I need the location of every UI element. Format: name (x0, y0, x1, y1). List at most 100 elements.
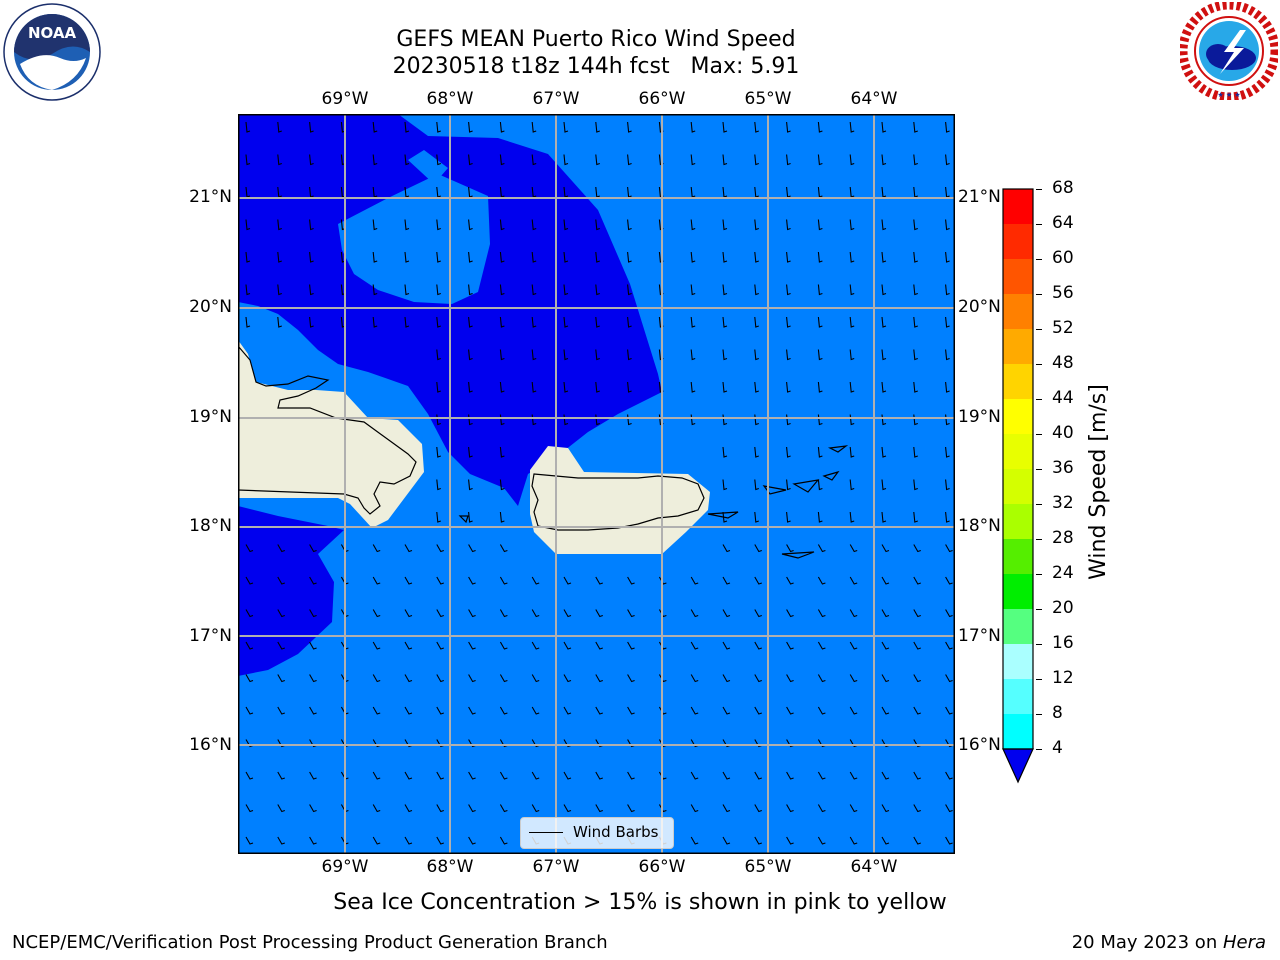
wind-barb (404, 284, 410, 296)
colorbar-tick (1036, 539, 1042, 540)
wind-barb (786, 446, 791, 458)
wind-barb (849, 284, 855, 296)
wind-barb (786, 771, 794, 780)
wind-barb (531, 121, 537, 133)
colorbar-segment (1003, 189, 1033, 225)
wind-barb (754, 641, 762, 650)
wind-barb (690, 706, 699, 715)
wind-barb (245, 674, 254, 683)
wind-barb (563, 219, 569, 231)
wind-barb (404, 219, 410, 231)
wind-barb (754, 446, 759, 458)
wind-barb (436, 771, 444, 780)
wind-barb (786, 251, 791, 263)
wind-barb (404, 121, 410, 133)
wind-barb (913, 154, 918, 166)
wind-barb (531, 284, 537, 296)
wind-barb (881, 836, 890, 845)
wind-barb (881, 316, 887, 328)
wind-barb (404, 154, 410, 166)
wind-barb (595, 804, 603, 813)
wind-barb (563, 381, 569, 393)
wind-barb (499, 609, 508, 618)
wind-barb (277, 316, 282, 328)
wind-barb (754, 316, 759, 328)
wind-barb (913, 121, 918, 133)
wind-barb (309, 544, 317, 553)
colorbar-tick-label: 64 (1052, 213, 1074, 233)
wind-barb (945, 511, 950, 523)
wind-barb (913, 219, 918, 231)
wind-barb (627, 609, 635, 618)
wind-barb (309, 609, 317, 618)
wind-barb (499, 836, 508, 845)
wind-barb (436, 674, 444, 683)
wind-barb (595, 284, 600, 296)
wind-barb (563, 641, 572, 650)
wind-barb (849, 251, 855, 263)
wind-barb (563, 674, 572, 683)
wind-barb (245, 706, 254, 715)
wind-barb (849, 154, 855, 166)
lon-label-top-64w: 64°W (850, 89, 898, 109)
wind-barb (722, 804, 731, 813)
lon-label-top-69w: 69°W (321, 89, 369, 109)
wind-barb (531, 349, 537, 361)
wind-barb (277, 251, 282, 263)
wind-barb (436, 121, 441, 133)
wind-barb (499, 771, 508, 780)
wind-barb (531, 804, 540, 813)
wind-barb (277, 544, 285, 553)
wind-barb (945, 284, 950, 296)
wind-barb (436, 706, 444, 715)
wind-barb (945, 674, 953, 683)
wind-barb (786, 641, 794, 650)
wind-barb (468, 121, 473, 133)
wind-barb (563, 609, 572, 618)
wind-barb (945, 706, 953, 715)
wind-barb (722, 284, 728, 296)
wind-barb (499, 511, 505, 523)
wind-barb (277, 121, 282, 133)
wind-barb (468, 641, 476, 650)
wind-barb (372, 154, 378, 166)
colorbar-tick-label: 12 (1052, 668, 1074, 688)
wind-barb (786, 609, 794, 618)
wind-barb (277, 576, 285, 585)
wind-barb (245, 219, 251, 231)
colorbar-tick (1036, 644, 1042, 645)
colorbar-segment (1003, 259, 1033, 295)
colorbar-tick-label: 60 (1052, 248, 1074, 268)
wind-barb (468, 316, 473, 328)
wind-barb (754, 706, 762, 715)
wind-barb (499, 544, 508, 553)
wind-barb (754, 154, 759, 166)
wind-barb (913, 706, 921, 715)
wind-barb (436, 576, 444, 585)
wind-barb (913, 446, 918, 458)
wind-barb (658, 771, 667, 780)
colorbar-tick-label: 40 (1052, 423, 1074, 443)
wind-barb (754, 544, 762, 553)
wind-barb (754, 804, 762, 813)
wind-barb (563, 121, 569, 133)
svg-text:★ ★ ★: ★ ★ ★ (1217, 91, 1240, 99)
lat-label-right-19n: 19°N (958, 407, 1001, 427)
wind-barb (945, 349, 950, 361)
colorbar-tick-label: 52 (1052, 318, 1074, 338)
wind-barb (690, 836, 699, 845)
wind-barb (468, 576, 476, 585)
wind-barb (722, 349, 728, 361)
wind-barb (595, 674, 603, 683)
wind-barb (245, 251, 251, 263)
colorbar-frame (1002, 188, 1034, 750)
wind-barb (309, 121, 314, 133)
wind-barb (404, 674, 413, 683)
wind-barb (754, 284, 759, 296)
wind-barb (786, 836, 794, 845)
wind-barb (436, 641, 444, 650)
wind-barb (881, 576, 890, 585)
colorbar-segment (1003, 294, 1033, 330)
wind-barb (722, 706, 731, 715)
colorbar-segment (1003, 434, 1033, 470)
